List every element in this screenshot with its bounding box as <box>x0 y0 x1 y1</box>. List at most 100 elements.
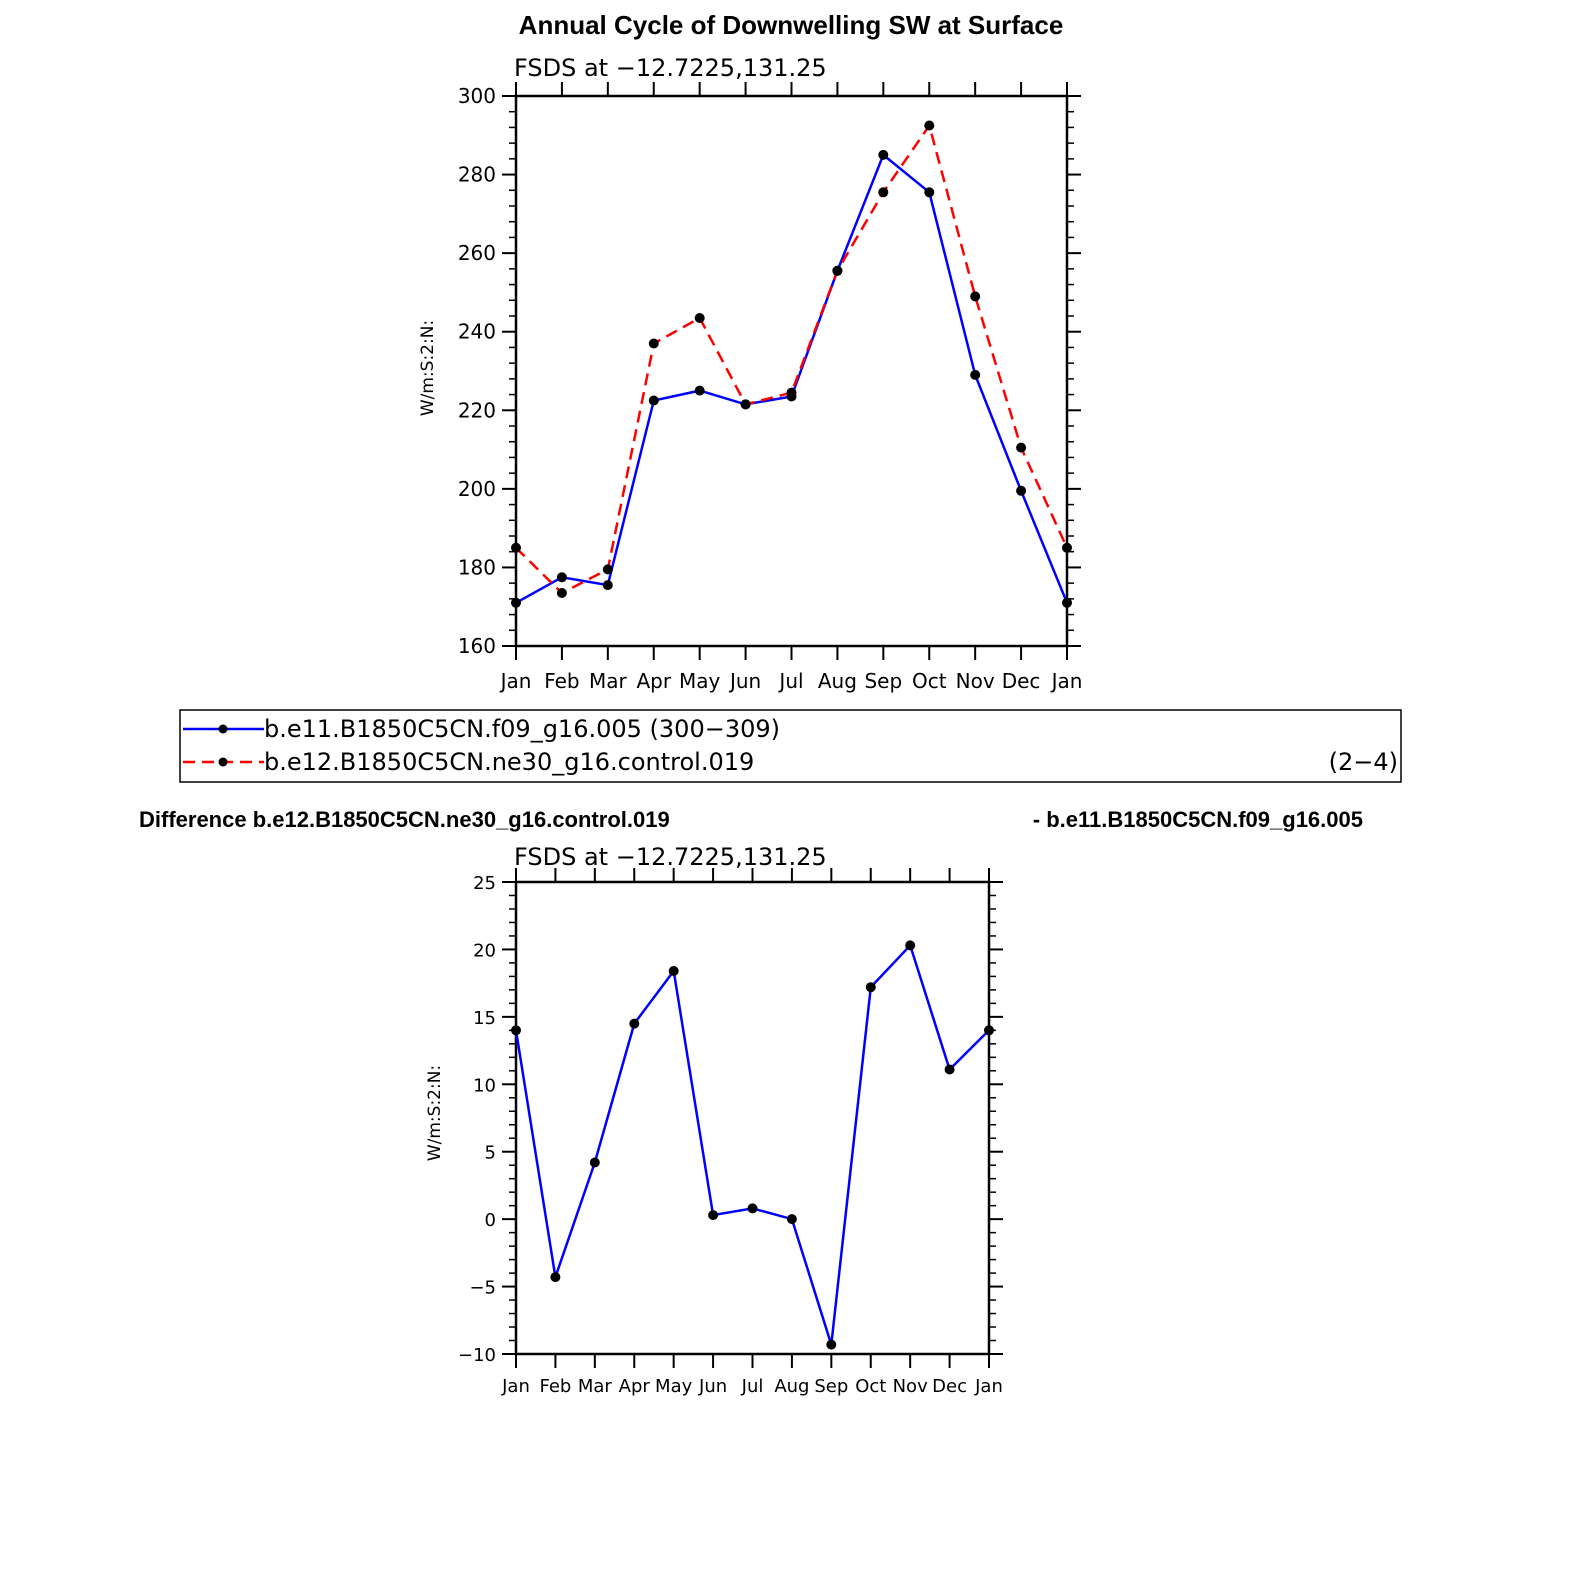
y-tick-label: 15 <box>473 1008 496 1029</box>
data-point <box>984 1025 994 1036</box>
data-point <box>589 1157 600 1168</box>
y-tick-label: 5 <box>485 1143 496 1164</box>
top-x-tick-labels: Jan Feb Mar Apr May Jun Jul Aug Sep Oct Nov Dec Jan <box>499 669 1083 693</box>
x-tick-label: Mar <box>578 1376 613 1397</box>
x-tick-label: Oct <box>912 669 947 693</box>
y-tick-label: −5 <box>469 1278 496 1299</box>
difference-series-line <box>514 942 990 1345</box>
legend: b.e11.B1850C5CN.f09_g16.005 (300−309) b.… <box>179 709 1402 783</box>
data-point <box>826 1339 837 1350</box>
x-tick-label: Jan <box>501 1376 530 1397</box>
x-tick-label: Oct <box>855 1376 886 1397</box>
data-point <box>1016 485 1027 496</box>
x-tick-label: Dec <box>1002 669 1041 693</box>
series-line-b-e11 <box>515 152 1069 604</box>
x-tick-label: Sep <box>864 669 902 693</box>
x-tick-label: Sep <box>814 1376 848 1397</box>
x-tick-label: Feb <box>544 669 579 693</box>
data-point <box>924 120 935 131</box>
legend-marker-b-e12 <box>218 757 228 767</box>
bottom-axis-ticks <box>502 868 1003 1368</box>
data-point <box>511 597 521 608</box>
y-tick-label: 300 <box>458 84 496 108</box>
data-point <box>970 369 981 380</box>
x-tick-label: Jun <box>698 1376 727 1397</box>
bottom-plot-frame <box>514 880 991 1356</box>
data-point <box>694 313 705 323</box>
data-point <box>865 982 876 993</box>
data-point <box>556 572 567 583</box>
x-tick-label: Aug <box>818 669 857 693</box>
y-axis-label: W/m:S:2:N: <box>418 320 438 416</box>
data-point <box>786 1214 797 1225</box>
y-tick-label: 220 <box>458 398 496 422</box>
y-tick-label: 240 <box>458 320 496 344</box>
bottom-data-points <box>511 940 994 1350</box>
data-point <box>878 187 889 198</box>
data-point <box>747 1203 758 1214</box>
bottom-x-tick-labels: Jan Feb Mar Apr May Jun Jul Aug Sep Oct Nov Dec Jan <box>501 1376 1003 1397</box>
y-tick-label: 260 <box>458 241 496 265</box>
data-point <box>944 1064 955 1075</box>
data-point <box>740 399 751 410</box>
difference-subtitle: FSDS at −12.7225,131.25 <box>514 843 827 871</box>
y-tick-label: 20 <box>473 940 496 961</box>
x-tick-label: Apr <box>619 1376 651 1397</box>
legend-entry-b-e12: b.e12.B1850C5CN.ne30_g16.control.019 (2−… <box>183 748 1398 776</box>
data-point <box>556 588 567 598</box>
legend-extra-label: (2−4) <box>1329 748 1398 776</box>
legend-label-b-e12: b.e12.B1850C5CN.ne30_g16.control.019 <box>264 748 754 776</box>
difference-title: Difference b.e12.B1850C5CN.ne30_g16.cont… <box>139 807 670 832</box>
difference-title-right: - b.e11.B1850C5CN.f09_g16.005 <box>1033 807 1363 832</box>
data-point <box>905 940 916 951</box>
x-tick-label: Jul <box>777 669 803 693</box>
x-tick-label: May <box>679 669 721 693</box>
data-point <box>668 966 679 976</box>
difference-y-axis-label: W/m:S:2:N: <box>425 1065 445 1161</box>
data-point <box>1062 542 1072 553</box>
y-tick-label: 180 <box>458 555 496 579</box>
difference-chart: Difference b.e12.B1850C5CN.ne30_g16.cont… <box>139 807 1363 1397</box>
chart-subtitle: FSDS at −12.7225,131.25 <box>514 54 827 82</box>
x-tick-label: Jan <box>1050 669 1083 693</box>
data-point <box>878 149 889 160</box>
x-tick-label: Jun <box>728 669 761 693</box>
legend-marker-b-e11 <box>218 724 228 734</box>
data-point <box>648 395 659 406</box>
x-tick-label: Feb <box>539 1376 571 1397</box>
annual-cycle-chart: Annual Cycle of Downwelling SW at Surfac… <box>418 10 1082 693</box>
y-tick-label: 10 <box>473 1075 496 1096</box>
y-tick-label: 200 <box>458 477 496 501</box>
top-axis-ticks <box>502 82 1081 660</box>
x-tick-label: Jan <box>499 669 532 693</box>
bottom-y-tick-labels: −10 −5 0 5 10 15 20 25 <box>458 873 496 1366</box>
x-tick-label: Dec <box>932 1376 967 1397</box>
data-point <box>511 1025 521 1036</box>
data-point <box>1062 597 1072 608</box>
top-data-points <box>511 120 1072 608</box>
top-y-tick-labels: 160 180 200 220 240 260 280 300 <box>458 84 496 658</box>
x-tick-label: Jul <box>741 1376 764 1397</box>
y-tick-label: 280 <box>458 163 496 187</box>
data-point <box>832 265 843 276</box>
x-tick-label: Jan <box>974 1376 1003 1397</box>
data-point <box>786 387 797 398</box>
data-point <box>602 564 613 575</box>
legend-entry-b-e11: b.e11.B1850C5CN.f09_g16.005 (300−309) <box>183 715 780 743</box>
data-point <box>550 1272 561 1283</box>
data-point <box>1016 442 1027 453</box>
data-point <box>629 1018 640 1029</box>
x-tick-label: Nov <box>956 669 995 693</box>
x-tick-label: Aug <box>774 1376 809 1397</box>
data-point <box>648 338 659 349</box>
y-tick-label: −10 <box>458 1345 496 1366</box>
legend-box <box>179 709 1402 783</box>
x-tick-label: Apr <box>636 669 671 693</box>
data-point <box>970 291 981 302</box>
legend-label-b-e11: b.e11.B1850C5CN.f09_g16.005 (300−309) <box>264 715 780 743</box>
series-line-b-e12 <box>515 122 1069 595</box>
top-plot-frame <box>514 94 1069 648</box>
data-point <box>511 542 521 553</box>
chart-title: Annual Cycle of Downwelling SW at Surfac… <box>519 10 1064 40</box>
